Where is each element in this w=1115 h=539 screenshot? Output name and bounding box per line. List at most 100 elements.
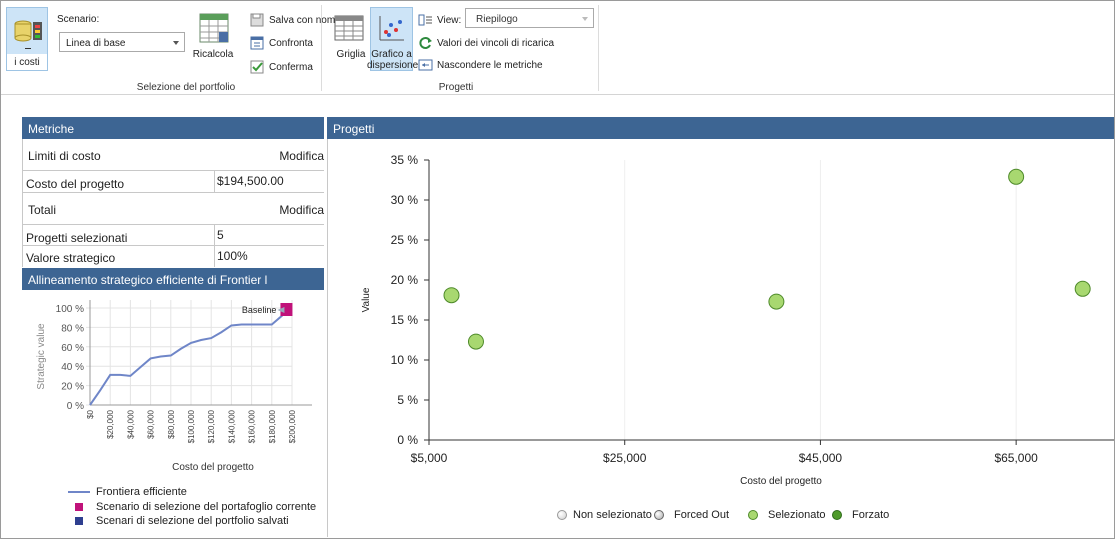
- frontier-x-tick-label: $180,000: [268, 409, 277, 443]
- modify-totals-link[interactable]: Modifica: [279, 203, 324, 217]
- legend-current-label: Scenario di selezione del portafoglio co…: [96, 501, 317, 513]
- scenario-label: Scenario:: [57, 14, 100, 25]
- scenario-select-value: Linea di base: [66, 38, 126, 49]
- confirm-label: Conferma: [269, 61, 313, 73]
- frontier-x-tick-label: $80,000: [167, 409, 176, 438]
- legend-current-swatch: [75, 503, 83, 511]
- cost-limits-label: Limiti di costo: [28, 149, 101, 163]
- scatter-point: [1074, 280, 1091, 297]
- scatter-point: [467, 333, 484, 350]
- metrics-header: Metriche: [22, 117, 324, 139]
- calculator-icon: [199, 13, 229, 43]
- frontier-x-tick-label: $0: [86, 409, 95, 418]
- legend-saved-label: Scenari di selezione del portfolio salva…: [96, 515, 289, 527]
- projects-group-label: Progetti: [438, 82, 474, 93]
- legend-saved-scenarios: Scenari di selezione del portfolio salva…: [68, 515, 289, 527]
- scatter-chart-label-line2: dispersione: [367, 60, 419, 71]
- legend-line-swatch: [68, 491, 90, 493]
- recalculate-label: Ricalcola: [192, 49, 234, 60]
- strategic-value-row: Valore strategico 100%: [22, 246, 324, 267]
- grid-label: Griglia: [336, 49, 366, 60]
- modify-cost-limits-link[interactable]: Modifica: [279, 149, 324, 163]
- scatter-x-axis-title: Costo del progetto: [740, 476, 822, 487]
- chevron-down-icon: [173, 41, 179, 45]
- confirm-button[interactable]: Conferma: [250, 60, 313, 74]
- legend-not-selected: Non selezionato: [557, 509, 652, 521]
- view-label-group: View:: [418, 13, 461, 27]
- scatter-x-tick-label: $5,000: [411, 451, 448, 465]
- selected-projects-label: Progetti selezionati: [26, 231, 128, 245]
- legend-frontier-label: Frontiera efficiente: [96, 486, 187, 498]
- frontier-x-tick-label: $120,000: [207, 409, 216, 443]
- reload-constraints-button[interactable]: Valori dei vincoli di ricarica: [418, 36, 554, 50]
- scatter-chart-button[interactable]: Grafico a dispersione: [367, 7, 419, 71]
- scatter-y-tick-label: 25 %: [391, 233, 419, 247]
- frontier-title: Allineamento strategico efficiente di Fr…: [28, 273, 268, 287]
- legend-forced-out: Forced Out: [654, 509, 729, 521]
- scatter-y-tick-label: 5 %: [397, 393, 418, 407]
- scatter-y-tick-label: 10 %: [391, 353, 419, 367]
- recalculate-button[interactable]: Ricalcola: [191, 11, 233, 61]
- frontier-x-axis-title: Costo del progetto: [172, 462, 254, 473]
- strategic-value-label: Valore strategico: [26, 251, 116, 265]
- scatter-point: [443, 287, 460, 304]
- hide-metrics-button[interactable]: Nascondere le metriche: [418, 58, 543, 72]
- costs-dropdown-marker: [25, 48, 31, 49]
- checklist-icon: [250, 60, 265, 74]
- frontier-x-tick-label: $40,000: [126, 409, 135, 438]
- legend-forced: Forzato: [832, 509, 889, 521]
- scatter-x-tick-label: $65,000: [994, 451, 1038, 465]
- compare-button[interactable]: Confronta: [250, 36, 313, 50]
- baseline-label: Baseline: [242, 305, 277, 315]
- project-cost-label: Costo del progetto: [26, 177, 125, 191]
- legend-not-selected-label: Non selezionato: [573, 509, 652, 521]
- frontier-line: [89, 309, 288, 406]
- scatter-y-axis-title: Value: [361, 287, 372, 312]
- scatter-x-tick-label: $25,000: [603, 451, 647, 465]
- scenario-select[interactable]: Linea di base: [59, 32, 185, 52]
- scatter-y-tick-label: 35 %: [391, 153, 419, 167]
- compare-label: Confronta: [269, 37, 313, 49]
- view-label: View:: [437, 14, 462, 26]
- frontier-y-tick-label: 100 %: [56, 304, 84, 315]
- legend-not-selected-dot: [557, 510, 567, 520]
- legend-selected-label: Selezionato: [768, 509, 826, 521]
- legend-saved-swatch: [75, 517, 83, 525]
- baseline-arrow-icon: [277, 307, 285, 313]
- scatter-point: [1008, 168, 1025, 185]
- projects-title: Progetti: [333, 122, 375, 136]
- metrics-table-border: [22, 139, 23, 267]
- project-cost-row: Costo del progetto $194,500.00: [22, 171, 324, 193]
- legend-frontier: Frontiera efficiente: [68, 486, 187, 498]
- current-scenario-marker: [280, 303, 293, 316]
- coins-icon: [12, 14, 44, 46]
- legend-forced-out-dot: [654, 510, 664, 520]
- frontier-x-tick-label: $140,000: [227, 409, 236, 443]
- ribbon: i costi Scenario: Linea di base Ricalcol…: [1, 1, 1114, 95]
- grid-view-button[interactable]: Griglia: [331, 11, 371, 61]
- frontier-chart: $0 $20,000 $40,000 $60,000 $80,000 $100,000 $1…: [36, 300, 312, 473]
- save-as-label: Salva con nome: [269, 14, 341, 26]
- costs-button[interactable]: i costi: [6, 7, 48, 71]
- save-as-button[interactable]: Salva con nome: [250, 13, 341, 27]
- scatter-y-tick-label: 30 %: [391, 193, 419, 207]
- view-select-value: Riepilogo: [476, 14, 518, 25]
- cost-limits-row: Limiti di costo Modifica: [22, 139, 324, 171]
- portfolio-group-label: Selezione del portfolio: [136, 82, 236, 93]
- scatter-chart-icon: [378, 14, 406, 42]
- projects-header: Progetti: [327, 117, 1114, 139]
- scatter-y-tick-label: 20 %: [391, 273, 419, 287]
- selected-projects-value: 5: [214, 225, 224, 245]
- metrics-title: Metriche: [28, 122, 75, 136]
- legend-current-scenario: Scenario di selezione del portafoglio co…: [68, 501, 316, 513]
- reload-constraints-label: Valori dei vincoli di ricarica: [437, 37, 555, 49]
- scatter-chart-label-line1: Grafico a: [371, 49, 412, 60]
- legend-selected: Selezionato: [748, 509, 826, 521]
- save-as-icon: [250, 13, 265, 27]
- frontier-y-tick-label: 60 %: [61, 343, 84, 354]
- selected-projects-row: Progetti selezionati 5: [22, 225, 324, 246]
- legend-selected-dot: [748, 510, 758, 520]
- frontier-y-tick-label: 40 %: [61, 362, 84, 373]
- legend-forced-label: Forzato: [852, 509, 890, 521]
- view-select[interactable]: Riepilogo: [465, 8, 594, 28]
